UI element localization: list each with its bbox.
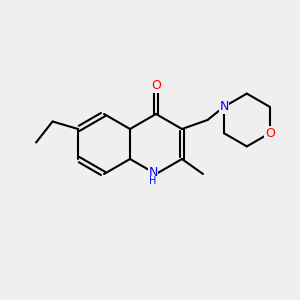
Text: N: N: [219, 100, 229, 113]
Text: N: N: [148, 166, 158, 179]
Text: H: H: [149, 176, 157, 187]
Text: O: O: [265, 127, 274, 140]
Text: O: O: [151, 79, 161, 92]
